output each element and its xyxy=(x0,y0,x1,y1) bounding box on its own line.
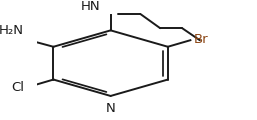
Text: H₂N: H₂N xyxy=(0,24,24,37)
Text: HN: HN xyxy=(81,0,101,13)
Text: Cl: Cl xyxy=(11,81,24,94)
Text: N: N xyxy=(106,102,115,115)
Text: Br: Br xyxy=(194,33,208,46)
